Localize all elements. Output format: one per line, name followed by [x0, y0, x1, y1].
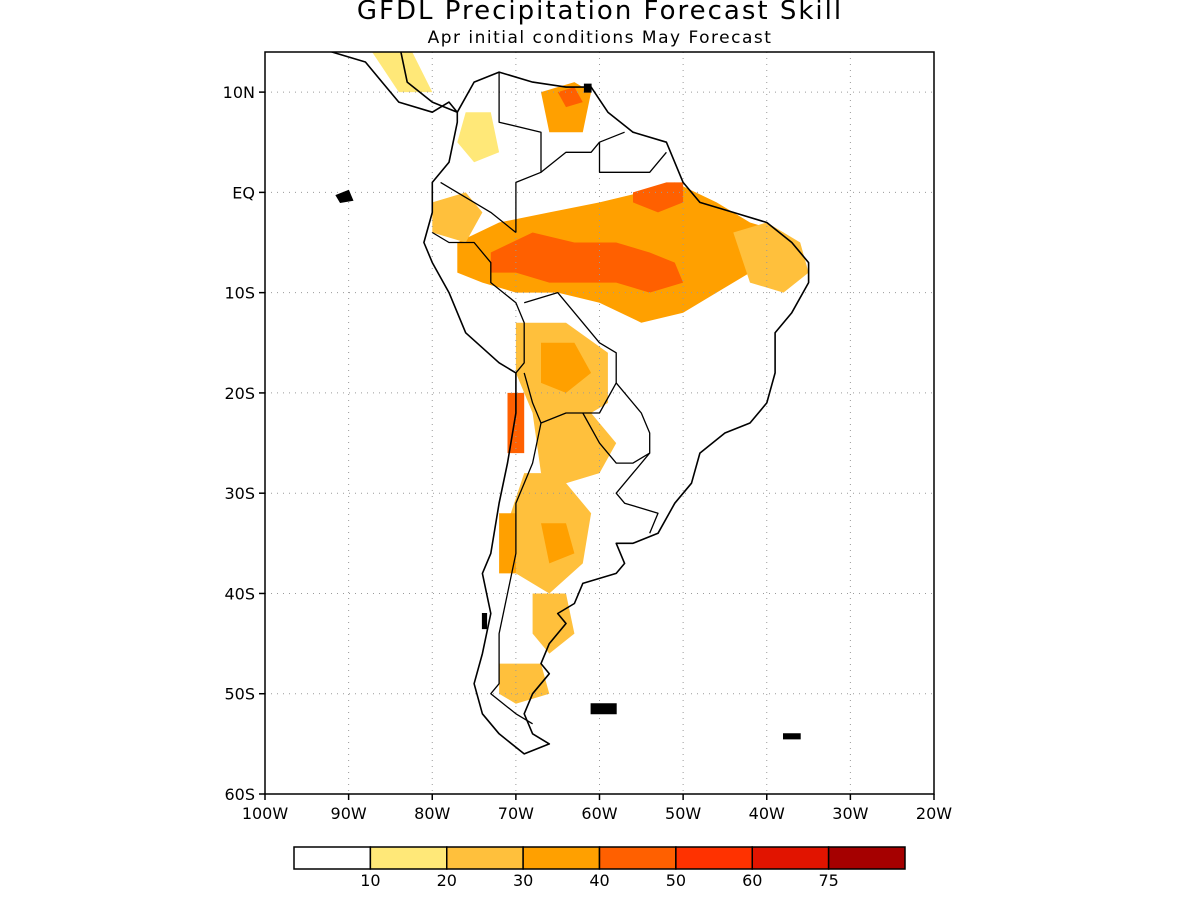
- skill-region-northeast-brazil: [733, 222, 809, 293]
- lat-tick-label: 40S: [224, 584, 255, 603]
- lon-tick-label: 100W: [242, 804, 289, 823]
- page-title: GFDL Precipitation Forecast Skill: [356, 0, 844, 26]
- colorbar-swatch: [369, 846, 448, 870]
- coastline-layer: [331, 52, 810, 755]
- lat-tick-label: EQ: [232, 183, 255, 202]
- lon-tick-label: 70W: [498, 804, 534, 823]
- lat-tick-label: 10S: [224, 284, 255, 303]
- country-border: [598, 142, 667, 173]
- country-border: [582, 382, 651, 464]
- lon-tick-label: 30W: [832, 804, 868, 823]
- colorbar-swatch: [827, 846, 906, 870]
- lat-tick-label: 60S: [224, 785, 255, 804]
- island-galapagos: [335, 189, 354, 203]
- colorbar-swatch: [293, 846, 372, 870]
- lat-tick-label: 30S: [224, 484, 255, 503]
- country-border: [490, 422, 542, 725]
- country-border: [498, 72, 542, 233]
- colorbar-label: 60: [742, 871, 762, 890]
- colorbar-label: 75: [818, 871, 838, 890]
- colorbar-label: 10: [360, 871, 380, 890]
- island-falklands: [590, 703, 617, 715]
- skill-region-central-argentina-core: [541, 523, 575, 564]
- skill-region-ecuador: [432, 192, 483, 243]
- central-america-coastline: [331, 52, 459, 113]
- colorbar-label: 50: [666, 871, 686, 890]
- skill-region-venezuela-core: [557, 87, 583, 108]
- colorbar-label: 40: [589, 871, 609, 890]
- colorbar-swatch: [675, 846, 753, 870]
- skill-region-amapa-core: [633, 182, 684, 213]
- lon-tick-label: 60W: [581, 804, 617, 823]
- colorbar-label: 20: [437, 871, 457, 890]
- lon-tick-label: 80W: [414, 804, 450, 823]
- skill-region-colombia-north: [457, 112, 500, 163]
- colorbar-swatch: [522, 846, 601, 870]
- page-subtitle: Apr initial conditions May Forecast: [427, 28, 773, 48]
- skill-region-northern-argentina: [532, 413, 617, 484]
- country-border: [440, 181, 517, 234]
- island-south-georgia: [783, 733, 801, 740]
- country-border: [615, 452, 659, 534]
- colorbar-swatch: [446, 846, 524, 870]
- country-border: [523, 291, 617, 424]
- map-gridlines: [265, 52, 934, 794]
- skill-region-central-america: [372, 52, 433, 93]
- skill-region-bolivia-core: [541, 342, 592, 393]
- skill-region-patagonia-north: [532, 593, 575, 654]
- island-chiloe: [481, 613, 488, 630]
- colorbar-legend: 10 20 30 40 50 60 75: [293, 846, 906, 890]
- lon-tick-label: 40W: [749, 804, 785, 823]
- island-trinidad: [583, 83, 592, 93]
- country-border: [540, 131, 625, 173]
- lat-tick-label: 50S: [224, 685, 255, 704]
- skill-region-central-chile: [499, 513, 516, 574]
- lon-tick-label: 90W: [331, 804, 367, 823]
- lat-tick-label: 20S: [224, 384, 255, 403]
- colorbar-swatch: [598, 846, 677, 870]
- lon-tick-label: 20W: [916, 804, 952, 823]
- country-border: [431, 231, 525, 374]
- colorbar-label: 30: [513, 871, 533, 890]
- colorbar-swatch: [751, 846, 830, 870]
- skill-region-amazon-core: [490, 232, 684, 293]
- south-america-coastline: [423, 71, 810, 755]
- lon-tick-label: 50W: [665, 804, 701, 823]
- lat-tick-label: 10N: [223, 83, 255, 102]
